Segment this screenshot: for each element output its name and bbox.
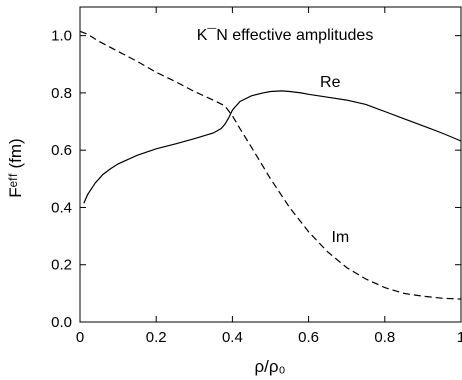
x-tick-label: 0.6 (298, 329, 319, 346)
y-tick-label: 1.0 (51, 28, 72, 45)
chart-title: K¯N effective amplitudes (197, 27, 374, 44)
y-tick-label: 0.8 (51, 85, 72, 102)
series-layer (79, 30, 462, 300)
x-tick-label: 0.8 (374, 329, 395, 346)
y-tick-label: 0.4 (51, 199, 72, 216)
series-line-re (83, 90, 462, 204)
y-axis-label: Fᵉᶠᶠ (fm) (6, 138, 25, 197)
x-tick-label: 1 (457, 329, 462, 346)
x-axis-ticks: 0 0.2 0.4 0.6 0.8 1 (76, 7, 462, 346)
x-tick-label: 0.4 (222, 329, 243, 346)
x-tick-label: 0 (76, 329, 84, 346)
series-line-im (79, 30, 462, 300)
plot-frame (79, 6, 462, 323)
series-label-im: Im (331, 229, 349, 246)
x-axis-label: ρ/ρ₀ (254, 357, 285, 376)
y-tick-label: 0.0 (51, 314, 72, 331)
x-tick-label: 0.2 (146, 329, 167, 346)
series-label-re: Re (320, 74, 341, 91)
y-axis-ticks: 0.0 0.2 0.4 0.6 0.8 1.0 (51, 28, 461, 331)
y-tick-label: 0.6 (51, 142, 72, 159)
y-tick-label: 0.2 (51, 257, 72, 274)
plot-border (79, 6, 462, 323)
